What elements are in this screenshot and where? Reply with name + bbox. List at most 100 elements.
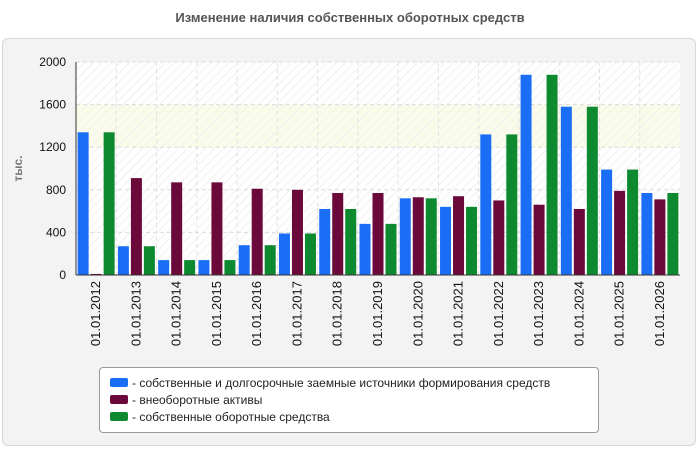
bar-0-10 <box>480 134 492 275</box>
bar-0-6 <box>319 208 331 275</box>
bar-0-8 <box>399 198 411 275</box>
bar-1-0 <box>90 273 102 275</box>
x-tick-label: 01.01.2014 <box>169 281 184 346</box>
bar-1-13 <box>614 190 626 275</box>
bar-0-5 <box>278 233 290 275</box>
hatch-line <box>75 61 86 72</box>
legend-swatch-sources <box>110 378 128 387</box>
x-tick-label: 01.01.2025 <box>612 281 627 346</box>
bar-1-12 <box>573 208 585 275</box>
hatch-line <box>75 61 185 171</box>
bar-1-2 <box>171 182 183 275</box>
bar-2-4 <box>264 245 276 275</box>
legend-label-working-capital: - собственные оборотные средства <box>132 409 330 424</box>
bar-2-14 <box>667 192 679 275</box>
hatch-line <box>240 61 455 276</box>
bar-2-12 <box>586 106 598 275</box>
bar-1-5 <box>291 189 303 275</box>
chart-title: Изменение наличия собственных оборотных … <box>175 10 525 25</box>
bar-0-12 <box>560 106 572 275</box>
hatch-line <box>75 61 212 198</box>
hatch-line <box>87 61 302 276</box>
bar-2-8 <box>425 198 437 275</box>
hatch-line <box>114 61 329 276</box>
hatch-line <box>75 61 221 207</box>
bar-0-7 <box>359 223 371 275</box>
hatch-line <box>75 61 194 180</box>
x-tick-label: 01.01.2013 <box>128 281 143 346</box>
bar-2-2 <box>184 260 196 275</box>
bar-2-3 <box>224 260 236 275</box>
bar-1-6 <box>332 192 344 275</box>
x-tick-label: 01.01.2018 <box>330 281 345 346</box>
x-tick-label: 01.01.2020 <box>410 281 425 346</box>
hatch-line <box>75 61 104 90</box>
y-tick-label: 400 <box>46 225 66 239</box>
bar-1-10 <box>493 200 505 275</box>
x-tick-label: 01.01.2015 <box>209 281 224 346</box>
bar-2-10 <box>506 134 518 275</box>
hatch-line <box>123 61 338 276</box>
chart-legend: - собственные и долгосрочные заемные ист… <box>99 367 599 433</box>
bar-0-4 <box>238 245 250 275</box>
bar-1-14 <box>654 199 666 275</box>
bar-1-4 <box>251 188 263 275</box>
legend-swatch-noncurrent-assets <box>110 395 128 404</box>
hatch-line <box>159 61 374 276</box>
hatch-line <box>195 61 410 276</box>
x-tick-label: 01.01.2023 <box>531 281 546 346</box>
x-tick-label: 01.01.2012 <box>88 281 103 346</box>
bar-2-1 <box>143 246 155 275</box>
legend-item-noncurrent-assets: - внеоборотные активы <box>110 391 598 408</box>
x-tick-label: 01.01.2024 <box>571 281 586 346</box>
legend-label-noncurrent-assets: - внеоборотные активы <box>132 392 263 407</box>
hatch-line <box>294 61 509 276</box>
hatch-line <box>231 61 446 276</box>
bar-2-6 <box>345 208 357 275</box>
y-tick-label: 1200 <box>39 140 66 154</box>
bar-0-9 <box>440 206 452 275</box>
bar-2-13 <box>627 169 639 275</box>
x-tick-label: 01.01.2026 <box>652 281 667 346</box>
y-tick-label: 2000 <box>39 55 66 69</box>
hatch-line <box>75 61 131 117</box>
hatch-line <box>75 61 113 99</box>
bar-1-3 <box>211 182 223 275</box>
hatch-line <box>168 61 383 276</box>
legend-swatch-working-capital <box>110 412 128 421</box>
hatch-line <box>75 61 230 216</box>
bar-0-14 <box>641 192 653 275</box>
hatch-line <box>75 61 167 153</box>
legend-item-working-capital: - собственные оборотные средства <box>110 408 598 425</box>
bar-1-9 <box>453 196 465 275</box>
bar-2-0 <box>103 132 115 275</box>
hatch-line <box>150 61 365 276</box>
y-tick-label: 800 <box>46 183 66 197</box>
bar-0-3 <box>198 260 210 275</box>
hatch-line <box>186 61 401 276</box>
bar-2-5 <box>304 233 316 275</box>
x-tick-label: 01.01.2017 <box>289 281 304 346</box>
bar-2-9 <box>466 206 478 275</box>
bar-0-0 <box>77 132 89 275</box>
x-tick-label: 01.01.2016 <box>249 281 264 346</box>
bar-2-7 <box>385 223 397 275</box>
hatch-line <box>75 61 176 162</box>
bar-1-8 <box>412 197 424 275</box>
hatch-line <box>75 61 122 108</box>
bar-0-1 <box>117 246 129 275</box>
bar-0-11 <box>520 74 532 275</box>
hatch-line <box>204 61 419 276</box>
hatch-line <box>75 61 203 189</box>
bar-1-11 <box>533 204 545 275</box>
legend-item-sources: - собственные и долгосрочные заемные ист… <box>110 374 598 391</box>
hatch-line <box>267 61 482 276</box>
bar-2-11 <box>546 74 558 275</box>
bar-0-2 <box>158 260 170 275</box>
hatch-line <box>213 61 428 276</box>
y-tick-label: 0 <box>59 268 66 282</box>
y-tick-label: 1600 <box>39 98 66 112</box>
legend-label-sources: - собственные и долгосрочные заемные ист… <box>132 375 551 390</box>
x-tick-label: 01.01.2019 <box>370 281 385 346</box>
